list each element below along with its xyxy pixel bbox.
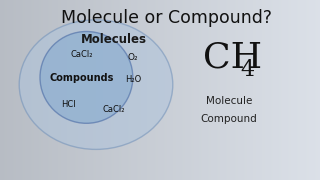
Text: Compounds: Compounds xyxy=(49,73,114,83)
Text: HCl: HCl xyxy=(61,100,76,109)
Text: CH: CH xyxy=(203,41,262,75)
Text: Molecule: Molecule xyxy=(206,96,252,106)
Text: Molecule or Compound?: Molecule or Compound? xyxy=(61,9,272,27)
Text: H₂O: H₂O xyxy=(125,75,141,84)
Text: CaCl₂: CaCl₂ xyxy=(102,105,125,114)
Ellipse shape xyxy=(40,31,133,123)
Text: 4: 4 xyxy=(240,59,254,81)
Text: O₂: O₂ xyxy=(127,53,138,62)
Text: CaCl₂: CaCl₂ xyxy=(70,50,93,59)
Ellipse shape xyxy=(19,20,173,149)
Text: Compound: Compound xyxy=(200,114,257,124)
Text: Molecules: Molecules xyxy=(81,33,147,46)
